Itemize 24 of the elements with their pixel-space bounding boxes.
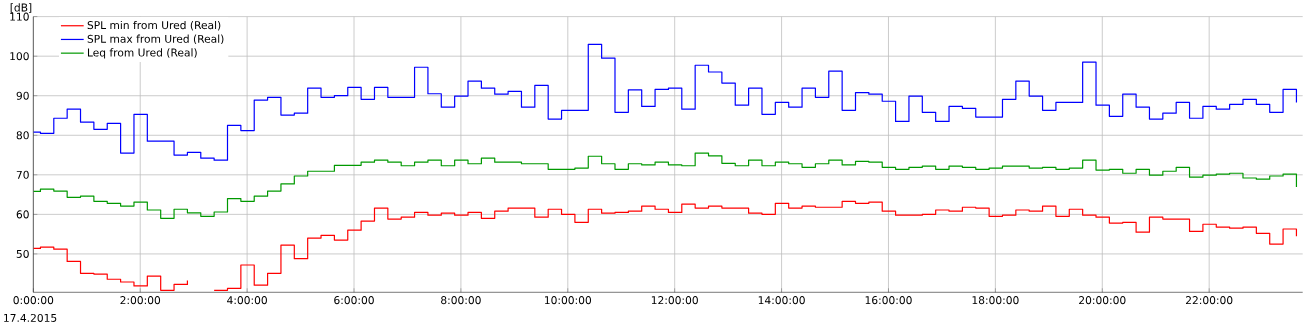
- text: 17.4.2015: [4, 313, 57, 322]
- x-tick-label: 4:00:00: [227, 296, 267, 305]
- y-tick-label: 80: [16, 131, 29, 140]
- legend-label: Leq from Ured (Real): [88, 48, 197, 59]
- y-tick-label: 110: [10, 12, 29, 21]
- y-tick-label: 90: [16, 91, 29, 100]
- legend-label: SPL min from Ured (Real): [87, 20, 221, 31]
- x-tick-label: 10:00:00: [545, 296, 592, 305]
- x-tick-label: 6:00:00: [334, 296, 374, 305]
- x-tick-label: 12:00:00: [651, 296, 698, 305]
- legend-label: SPL max from Ured (Real): [87, 34, 224, 45]
- y-tick-label: 100: [10, 52, 29, 61]
- x-tick-label: 8:00:00: [441, 296, 481, 305]
- x-tick-label: 14:00:00: [758, 296, 805, 305]
- x-tick-label: 20:00:00: [1079, 296, 1126, 305]
- x-tick-label: 22:00:00: [1185, 296, 1233, 305]
- x-tick-label: 2:00:00: [120, 296, 161, 305]
- x-tick-label: 0:00:00: [13, 296, 54, 305]
- y-tick-label: 60: [16, 210, 29, 219]
- x-tick-label: 18:00:00: [972, 296, 1019, 305]
- y-axis-title: [dB]: [10, 3, 32, 13]
- x-tick-label: 16:00:00: [865, 296, 912, 305]
- y-tick-label: 70: [16, 170, 29, 179]
- y-tick-label: 50: [16, 249, 29, 258]
